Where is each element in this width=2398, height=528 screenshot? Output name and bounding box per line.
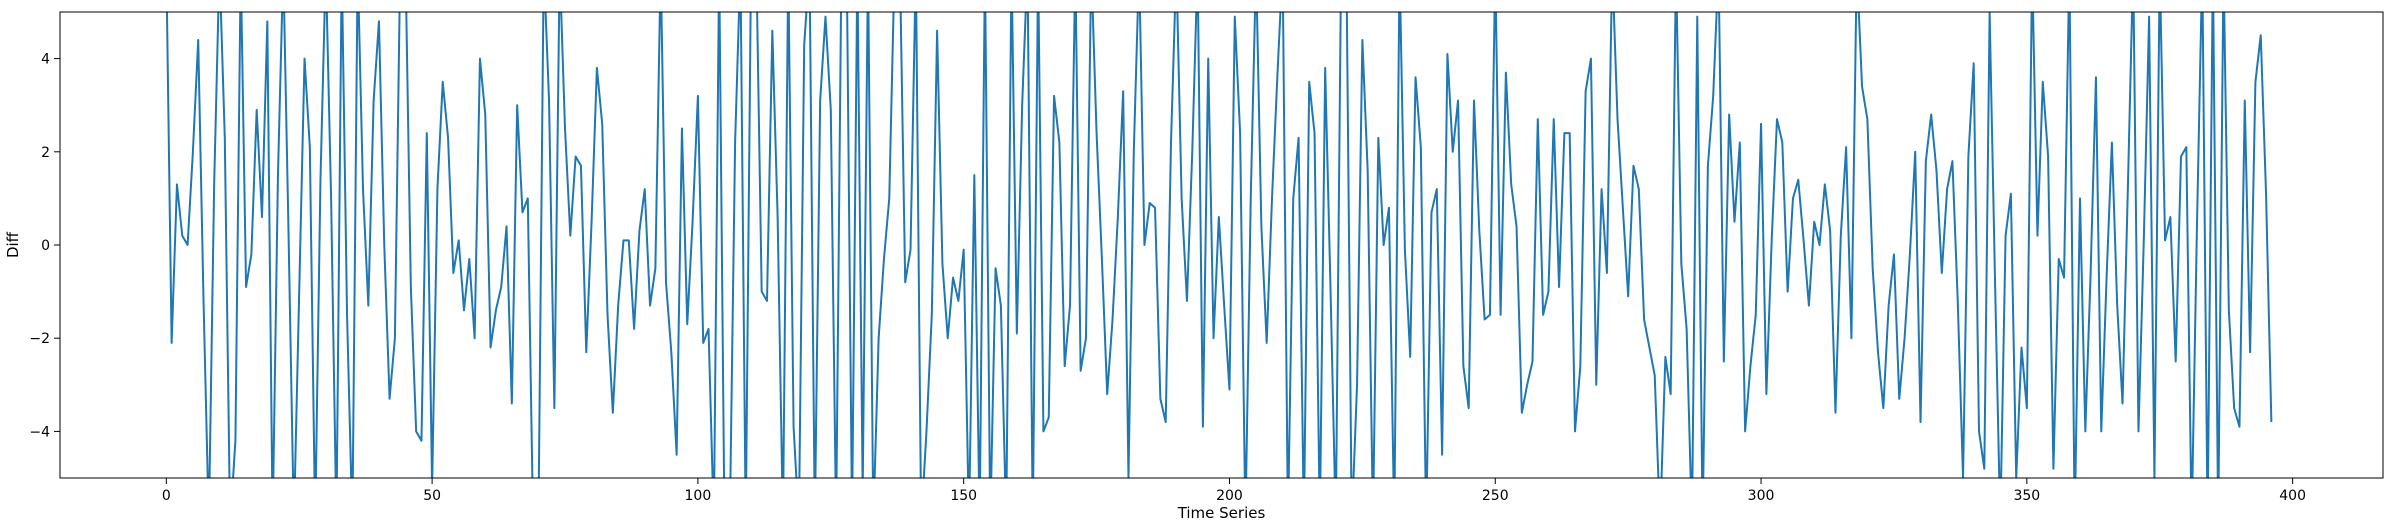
x-tick-label: 400: [2279, 488, 2306, 504]
x-tick-label: 200: [1216, 488, 1243, 504]
y-tick-label: −4: [29, 424, 50, 440]
x-axis-label: Time Series: [1177, 504, 1266, 522]
x-tick-label: 350: [2013, 488, 2040, 504]
y-axis-label: Diff: [4, 231, 22, 258]
y-tick-label: 0: [41, 238, 50, 254]
y-axis: −4 −2 0 2 4: [29, 52, 60, 440]
y-tick-label: 2: [41, 145, 50, 161]
x-tick-label: 100: [685, 488, 712, 504]
y-tick-label: −2: [29, 331, 50, 347]
x-tick-label: 250: [1482, 488, 1509, 504]
x-tick-label: 0: [162, 488, 171, 504]
series-line: [165, 12, 2273, 478]
x-tick-label: 300: [1748, 488, 1775, 504]
x-tick-label: 50: [423, 488, 441, 504]
x-axis: 0 50 100 150 200 250 300 350 400: [162, 478, 2306, 504]
series-layer: [165, 12, 2273, 478]
y-tick-label: 4: [41, 52, 50, 68]
x-tick-label: 150: [950, 488, 977, 504]
